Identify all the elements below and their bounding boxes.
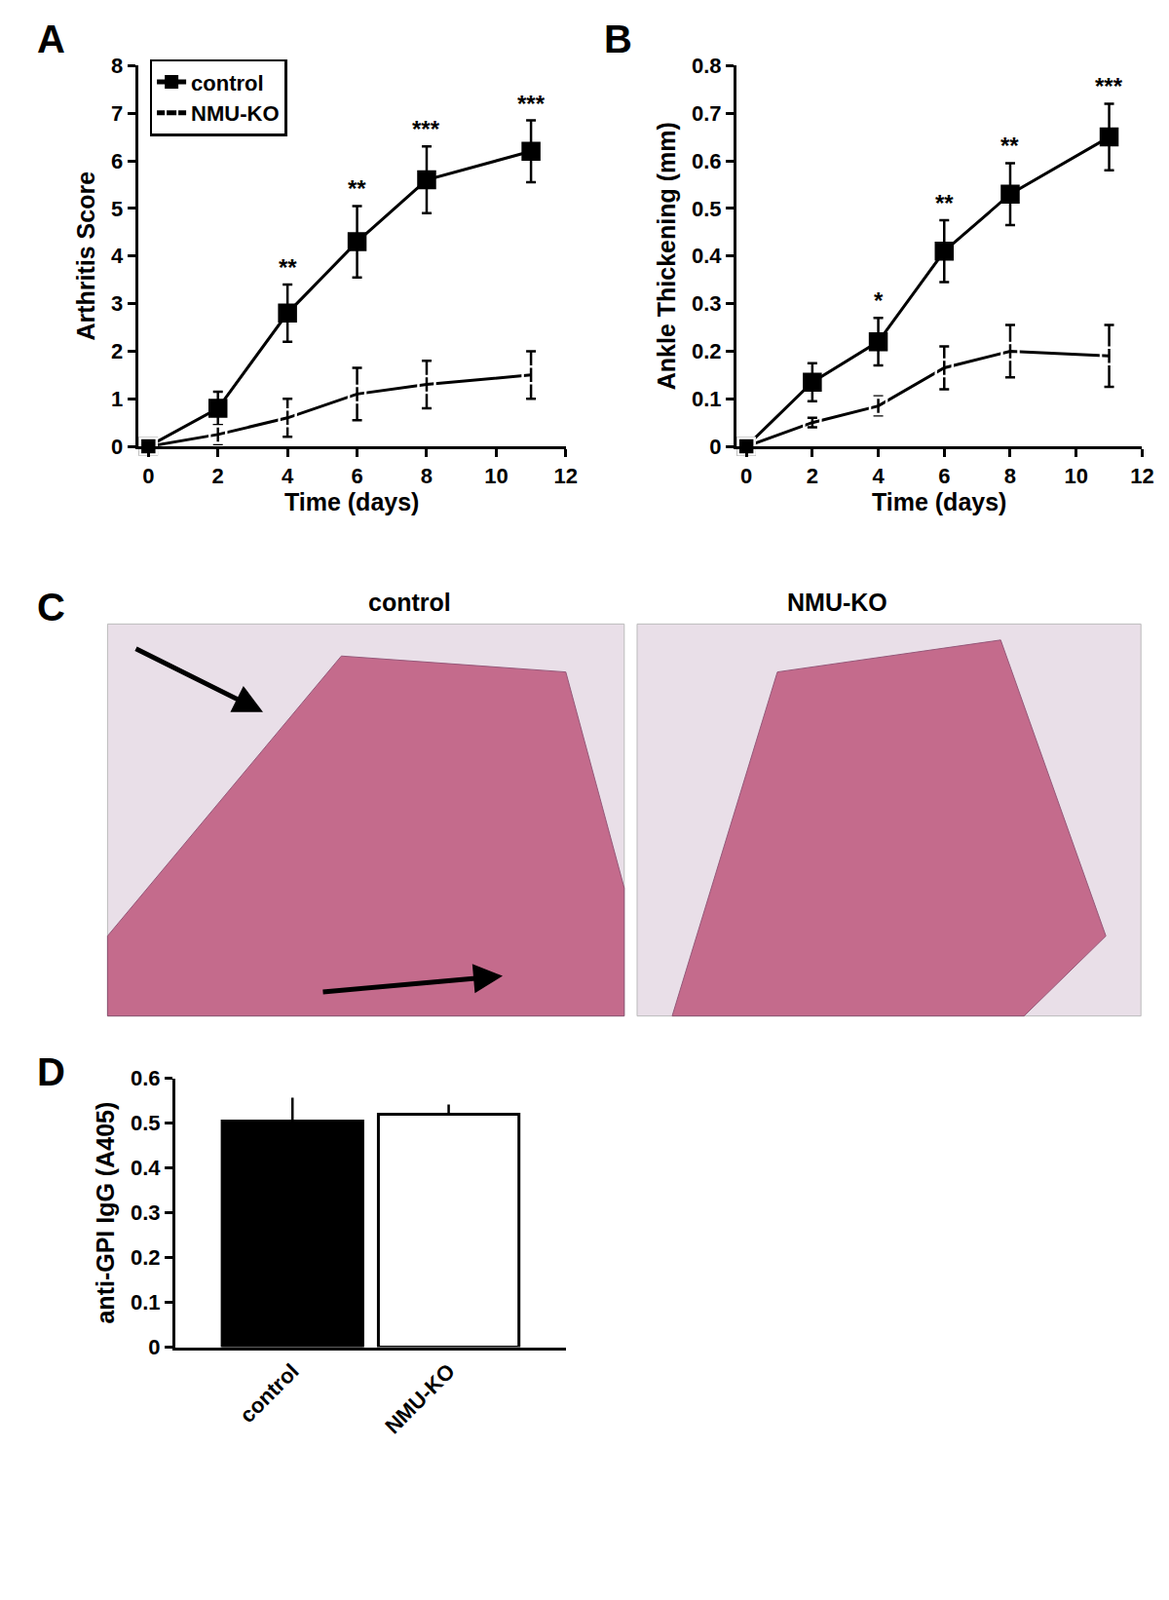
svg-text:0.2: 0.2: [691, 339, 722, 364]
svg-text:***: ***: [1094, 73, 1124, 100]
svg-text:anti-GPI IgG (A405): anti-GPI IgG (A405): [91, 1101, 119, 1324]
svg-text:0.8: 0.8: [691, 53, 722, 78]
svg-text:B: B: [603, 17, 633, 61]
svg-text:4: 4: [111, 243, 124, 268]
svg-text:8: 8: [420, 463, 433, 489]
svg-text:control: control: [234, 1358, 303, 1428]
svg-text:Ankle Thickening (mm): Ankle Thickening (mm): [652, 121, 680, 390]
svg-text:0.4: 0.4: [130, 1155, 161, 1180]
svg-text:control: control: [368, 588, 452, 616]
svg-text:12: 12: [554, 463, 578, 489]
svg-text:0: 0: [111, 434, 123, 459]
svg-text:10: 10: [484, 463, 508, 489]
svg-text:0.5: 0.5: [130, 1110, 161, 1135]
svg-text:NMU-KO: NMU-KO: [379, 1358, 460, 1439]
svg-text:2: 2: [212, 463, 225, 489]
svg-text:0: 0: [148, 1334, 160, 1359]
svg-text:0.2: 0.2: [130, 1244, 161, 1270]
svg-text:12: 12: [1130, 463, 1154, 489]
svg-text:*: *: [873, 287, 884, 314]
svg-text:***: ***: [412, 115, 441, 143]
svg-text:A: A: [37, 17, 66, 61]
svg-text:4: 4: [281, 463, 295, 489]
svg-text:Time (days): Time (days): [284, 488, 419, 516]
svg-text:0.3: 0.3: [130, 1200, 161, 1225]
svg-text:0: 0: [142, 463, 154, 489]
svg-text:**: **: [935, 189, 954, 217]
svg-text:Arthritis Score: Arthritis Score: [72, 171, 100, 341]
svg-text:***: ***: [517, 90, 546, 117]
svg-text:6: 6: [111, 149, 123, 174]
svg-text:6: 6: [938, 463, 950, 489]
svg-text:2: 2: [111, 339, 123, 364]
svg-text:0.5: 0.5: [691, 196, 722, 222]
svg-text:5: 5: [111, 196, 123, 222]
svg-text:8: 8: [111, 53, 123, 78]
svg-text:0.3: 0.3: [691, 291, 722, 316]
svg-text:**: **: [347, 175, 367, 202]
svg-text:**: **: [278, 254, 298, 281]
svg-text:7: 7: [111, 101, 123, 126]
svg-text:0.6: 0.6: [130, 1065, 161, 1091]
svg-text:1: 1: [111, 386, 123, 412]
svg-text:4: 4: [871, 463, 885, 489]
svg-text:8: 8: [1004, 463, 1017, 489]
svg-text:3: 3: [111, 291, 123, 316]
svg-text:0.1: 0.1: [130, 1289, 161, 1315]
svg-text:2: 2: [806, 463, 819, 489]
svg-text:0.7: 0.7: [691, 101, 722, 126]
svg-text:**: **: [1000, 132, 1019, 159]
svg-text:control: control: [190, 71, 264, 96]
svg-text:NMU-KO: NMU-KO: [190, 101, 279, 126]
svg-text:0.4: 0.4: [691, 243, 722, 268]
svg-text:C: C: [37, 585, 66, 629]
svg-text:10: 10: [1063, 463, 1088, 489]
svg-text:0.6: 0.6: [691, 149, 722, 174]
svg-text:NMU-KO: NMU-KO: [787, 588, 888, 616]
svg-text:Time (days): Time (days): [871, 488, 1007, 516]
svg-text:D: D: [37, 1050, 66, 1094]
svg-text:0.1: 0.1: [691, 386, 722, 412]
svg-text:0: 0: [740, 463, 753, 489]
svg-text:0: 0: [709, 434, 721, 459]
svg-text:6: 6: [350, 463, 363, 489]
